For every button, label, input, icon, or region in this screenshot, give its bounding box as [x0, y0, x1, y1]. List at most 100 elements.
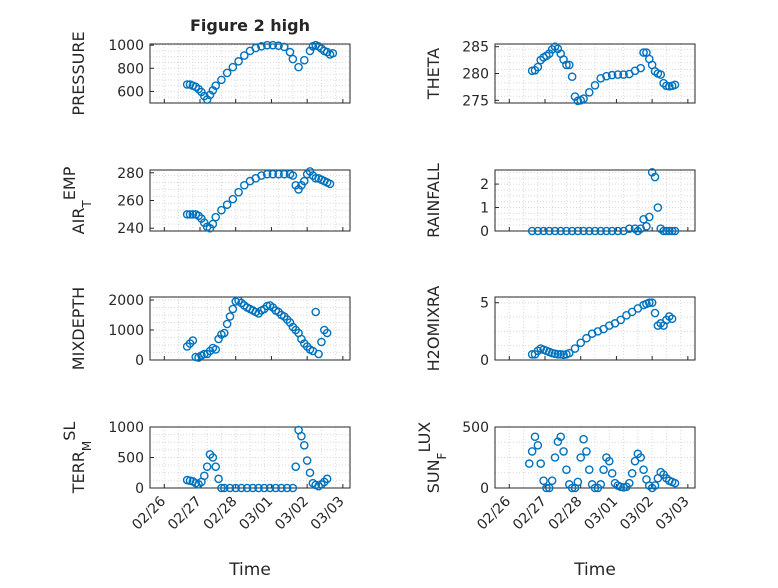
- air_temp-point: [208, 219, 218, 229]
- terr_msl-point: [302, 456, 312, 465]
- h2omixra-point: [564, 348, 574, 358]
- mixdepth-ytick-label: 1000: [108, 323, 144, 339]
- sun_flux-ylabel-sub: F: [435, 452, 449, 459]
- terr_msl-ytick-label: 0: [135, 481, 144, 497]
- terr_msl-ytick-label: 500: [117, 451, 144, 467]
- rainfall-point: [527, 226, 537, 236]
- terr_msl-point: [322, 474, 332, 484]
- pressure-point: [222, 68, 232, 78]
- air_temp-point: [288, 171, 298, 180]
- terr_msl-point: [211, 462, 221, 471]
- terr_msl-xtick-label: 03/01: [236, 494, 276, 534]
- pressure-point: [234, 57, 243, 66]
- air_temp-point: [217, 205, 226, 215]
- sun_flux-point: [542, 483, 551, 493]
- theta-point: [596, 74, 606, 83]
- sun_flux-point: [556, 432, 566, 442]
- air_temp-point: [274, 169, 283, 179]
- figure-title: Figure 2 high: [190, 16, 310, 35]
- sun_flux-point: [562, 465, 571, 475]
- air_temp-point: [185, 210, 195, 219]
- sun_flux-point: [550, 453, 560, 462]
- air_temp-point: [222, 200, 232, 209]
- pressure-point: [228, 62, 238, 72]
- air_temp-point: [239, 180, 249, 190]
- mixdepth-point: [222, 319, 232, 329]
- theta-plot-area: [495, 44, 695, 103]
- theta-point: [567, 72, 577, 82]
- theta-point: [533, 62, 543, 72]
- sun_flux-xtick-label: 02/28: [546, 494, 586, 534]
- sun_flux-point: [670, 478, 680, 488]
- terr_msl-point: [248, 483, 258, 493]
- rainfall-ytick-label: 2: [480, 177, 489, 193]
- rainfall-point: [659, 226, 668, 236]
- air_temp-point: [182, 210, 192, 219]
- terr_msl-point: [291, 462, 301, 471]
- terr_msl-point: [305, 468, 315, 478]
- air_temp-ytick-label: 280: [117, 166, 144, 182]
- pressure-point: [268, 40, 278, 50]
- rainfall-point: [584, 226, 594, 236]
- pressure-point: [299, 55, 309, 65]
- sun_flux-xtick-label: 03/02: [617, 494, 657, 534]
- theta-point: [602, 71, 611, 81]
- rainfall-point: [556, 226, 566, 236]
- sun_flux-point: [636, 453, 646, 462]
- terr_msl-ylabel-sub: M: [80, 441, 94, 451]
- terr_msl-xtick-label: 03/03: [308, 494, 348, 534]
- terr_msl-point: [277, 483, 286, 493]
- h2omixra-point: [647, 298, 657, 308]
- sun_flux-point: [559, 447, 568, 456]
- terr_msl-point: [265, 483, 275, 493]
- theta-point: [656, 70, 666, 79]
- pressure-point: [239, 51, 249, 60]
- air_temp-ytick-label: 260: [117, 194, 144, 210]
- pressure-point: [328, 48, 338, 58]
- mixdepth-point: [314, 349, 323, 359]
- terr_msl-xtick-label: 02/27: [165, 494, 205, 534]
- rainfall-point: [533, 226, 543, 236]
- sun_flux-ylabel-main: SUN: [424, 459, 443, 493]
- air_temp-point: [234, 187, 243, 197]
- theta-point: [590, 81, 600, 90]
- theta-ytick-label: 285: [462, 40, 489, 56]
- rainfall-point: [664, 226, 674, 236]
- h2omixra-ytick-label: 5: [480, 296, 489, 312]
- sun_flux-ylabel: SUNFLUX: [415, 422, 450, 494]
- mixdepth-point: [225, 312, 235, 321]
- rainfall-point: [650, 172, 660, 182]
- h2omixra-ylabel: H2OMIXRA: [424, 286, 443, 372]
- rainfall-point: [573, 226, 583, 236]
- rainfall-point: [567, 226, 577, 236]
- air_temp-ylabel-main: AIR: [69, 208, 88, 235]
- theta-point: [670, 80, 680, 90]
- mixdepth-ylabel: MIXDEPTH: [69, 287, 88, 370]
- mixdepth-point: [219, 328, 229, 338]
- sun_flux-xtick-label: 02/26: [474, 493, 514, 533]
- sun_flux-point: [582, 447, 591, 456]
- sun_flux-point: [627, 469, 637, 478]
- rainfall-ytick-label: 1: [480, 201, 489, 217]
- terr_msl-ylabel-rest: SL: [60, 422, 79, 441]
- sun_flux-point: [604, 456, 614, 466]
- theta-point: [607, 70, 617, 80]
- h2omixra-point: [553, 349, 563, 359]
- terr_msl-ytick-label: 1000: [108, 420, 144, 436]
- h2omixra-point: [582, 333, 591, 343]
- h2omixra-axes-box: [494, 296, 696, 361]
- rainfall-point: [562, 226, 571, 236]
- rainfall-ytick-label: 0: [480, 224, 489, 240]
- rainfall-point: [596, 226, 606, 236]
- mixdepth-point: [188, 336, 198, 345]
- sun_flux-xtick-label: 02/27: [510, 494, 550, 534]
- pressure-ytick-label: 1000: [108, 38, 144, 54]
- air_temp-point: [299, 176, 309, 186]
- pressure-ytick-label: 800: [117, 61, 144, 77]
- theta-point: [564, 60, 574, 70]
- pressure-point: [217, 75, 226, 85]
- sun_flux-xlabel: Time: [573, 560, 616, 580]
- h2omixra-point: [644, 298, 654, 308]
- sun_flux-point: [567, 483, 577, 493]
